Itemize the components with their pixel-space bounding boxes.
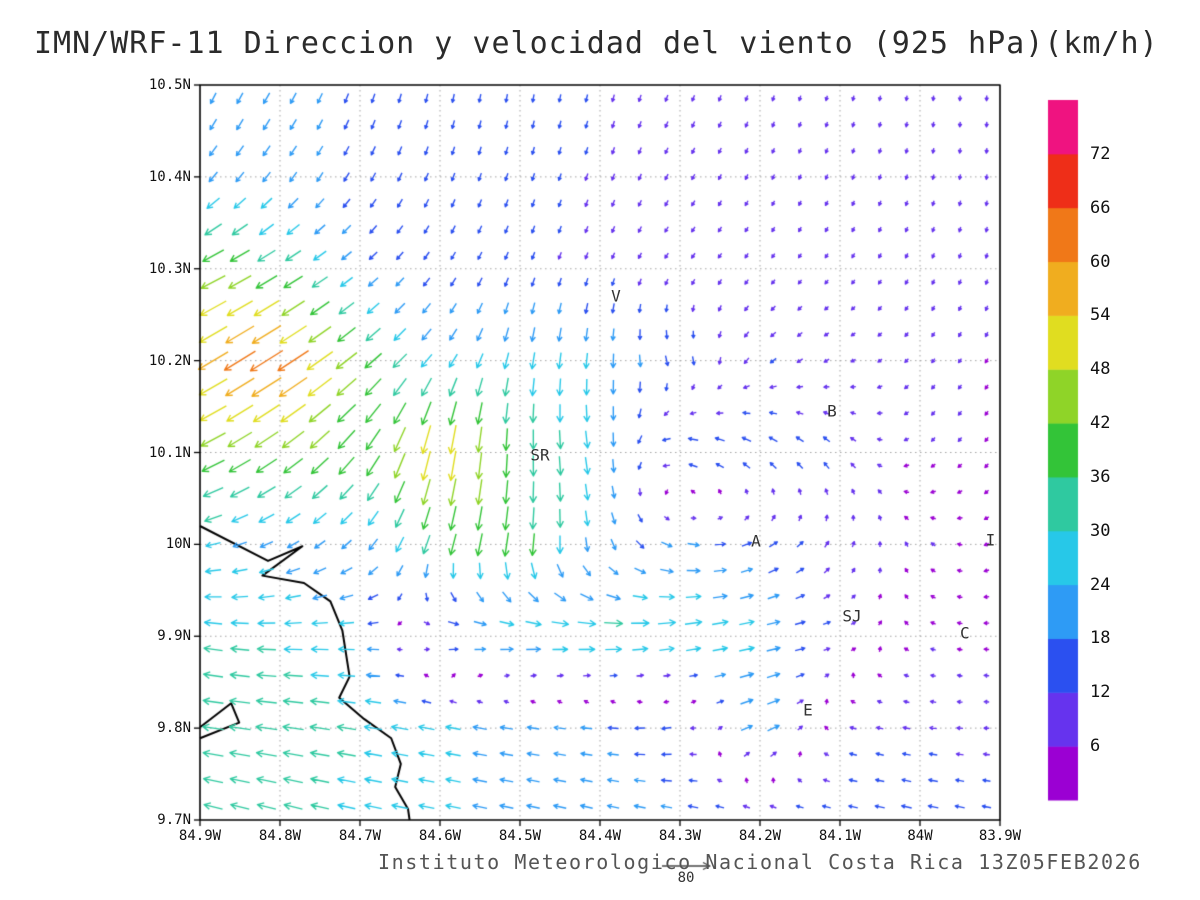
reference-vector-label: 80 (677, 870, 695, 886)
footer-text: Instituto Meteorologico Nacional Costa R… (378, 850, 1142, 874)
